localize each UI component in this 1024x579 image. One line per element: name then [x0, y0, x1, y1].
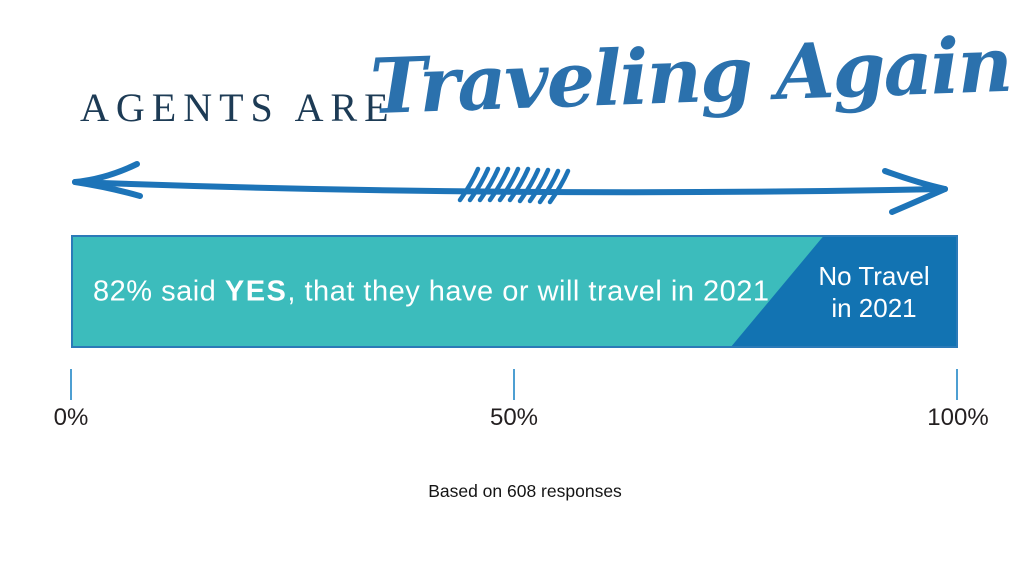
axis-tick-50 — [513, 369, 515, 400]
no-travel-label-line2: in 2021 — [831, 292, 917, 323]
yes-segment-label: 82% said YES, that they have or will tra… — [93, 275, 770, 308]
yes-label-post: , that they have or will travel in 2021 — [287, 275, 770, 307]
yes-label-bold: YES — [224, 275, 288, 307]
double-arrow-icon — [58, 156, 958, 220]
no-travel-label-line1: No Travel — [818, 260, 930, 291]
yes-label-pre: 82% said — [93, 275, 225, 307]
axis-label-100: 100% — [927, 404, 989, 431]
axis-tick-0 — [70, 369, 72, 400]
travel-bar-chart: 82% said YES, that they have or will tra… — [71, 235, 958, 348]
axis-label-50: 50% — [489, 404, 539, 431]
title-script: Traveling Again — [368, 19, 1013, 132]
caption: Based on 608 responses — [428, 481, 622, 501]
axis-tick-100 — [956, 369, 958, 400]
no-travel-label: No Travel in 2021 — [798, 237, 950, 346]
title-prefix: AGENTS ARE — [80, 85, 396, 130]
axis-label-0: 0% — [53, 404, 89, 431]
